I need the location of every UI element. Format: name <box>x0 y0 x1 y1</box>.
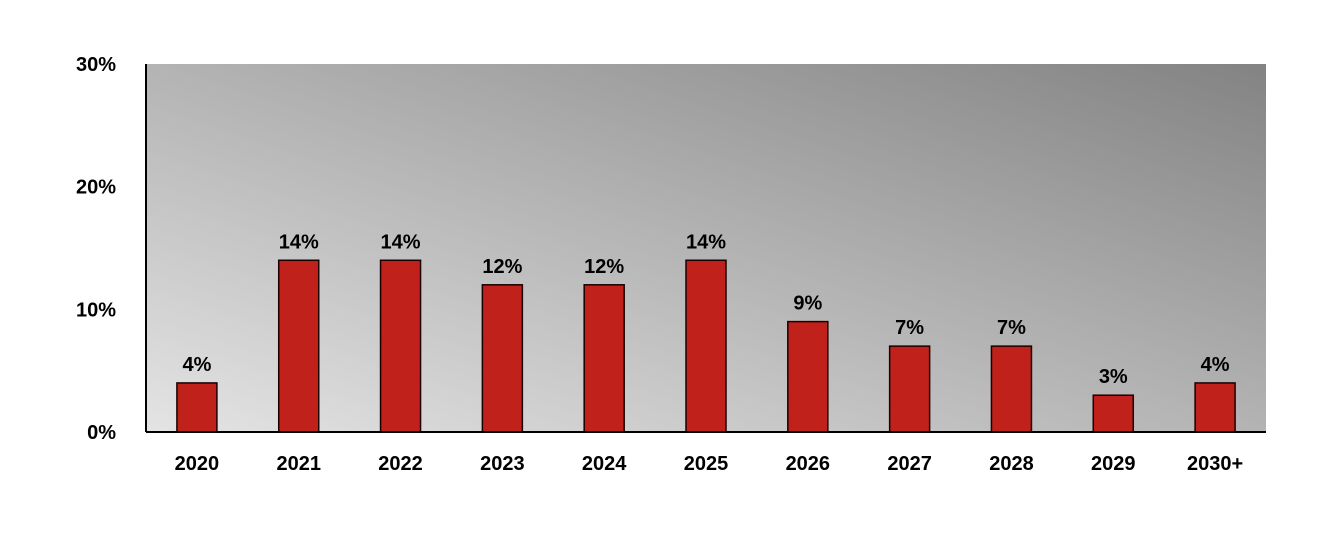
x-tick-label: 2030+ <box>1187 453 1243 475</box>
y-tick-label: 0% <box>87 422 116 444</box>
x-tick-label: 2021 <box>276 453 321 475</box>
x-axis-ticks: 2020 2021 2022 2023 2024 2025 2026 2027 2028 2029… <box>175 453 1244 475</box>
bar-2024 <box>583 284 625 433</box>
x-tick-label: 2022 <box>378 453 423 475</box>
bar-2029 <box>1092 394 1135 433</box>
data-label: 7% <box>997 317 1026 339</box>
x-tick-label: 2023 <box>480 453 525 475</box>
data-label: 12% <box>482 256 522 278</box>
data-label: 7% <box>895 317 924 339</box>
data-label: 14% <box>279 231 319 253</box>
bar-series <box>176 259 1236 433</box>
bar-2026 <box>787 320 829 433</box>
x-tick-label: 2027 <box>887 453 932 475</box>
data-label: 14% <box>381 231 421 253</box>
bar-2028 <box>990 345 1033 433</box>
x-tick-label: 2029 <box>1091 453 1136 475</box>
y-tick-label: 20% <box>76 177 116 199</box>
bar-2027 <box>888 345 931 433</box>
bar-2025 <box>685 259 727 433</box>
x-tick-label: 2020 <box>175 453 220 475</box>
bar-2022 <box>379 259 422 433</box>
y-tick-label: 10% <box>76 299 116 321</box>
bar-2020 <box>176 382 218 433</box>
data-label: 4% <box>182 354 211 376</box>
y-axis-ticks: 0% 10% 20% 30% <box>76 54 116 444</box>
y-tick-label: 30% <box>76 54 116 76</box>
data-label: 14% <box>686 231 726 253</box>
bar-2023 <box>481 284 524 433</box>
data-labels: 4% 14% 14% 12% 12% 14% 9% 7% 7% 3% 4% <box>182 231 1229 388</box>
data-label: 3% <box>1099 366 1128 388</box>
bar-2030+ <box>1194 382 1236 433</box>
data-label: 9% <box>793 293 822 315</box>
bar-2021 <box>277 259 320 433</box>
x-tick-label: 2026 <box>786 453 831 475</box>
data-label: 12% <box>584 256 624 278</box>
x-tick-label: 2028 <box>989 453 1034 475</box>
data-label: 4% <box>1201 354 1230 376</box>
x-tick-label: 2024 <box>582 453 627 475</box>
x-tick-label: 2025 <box>684 453 729 475</box>
